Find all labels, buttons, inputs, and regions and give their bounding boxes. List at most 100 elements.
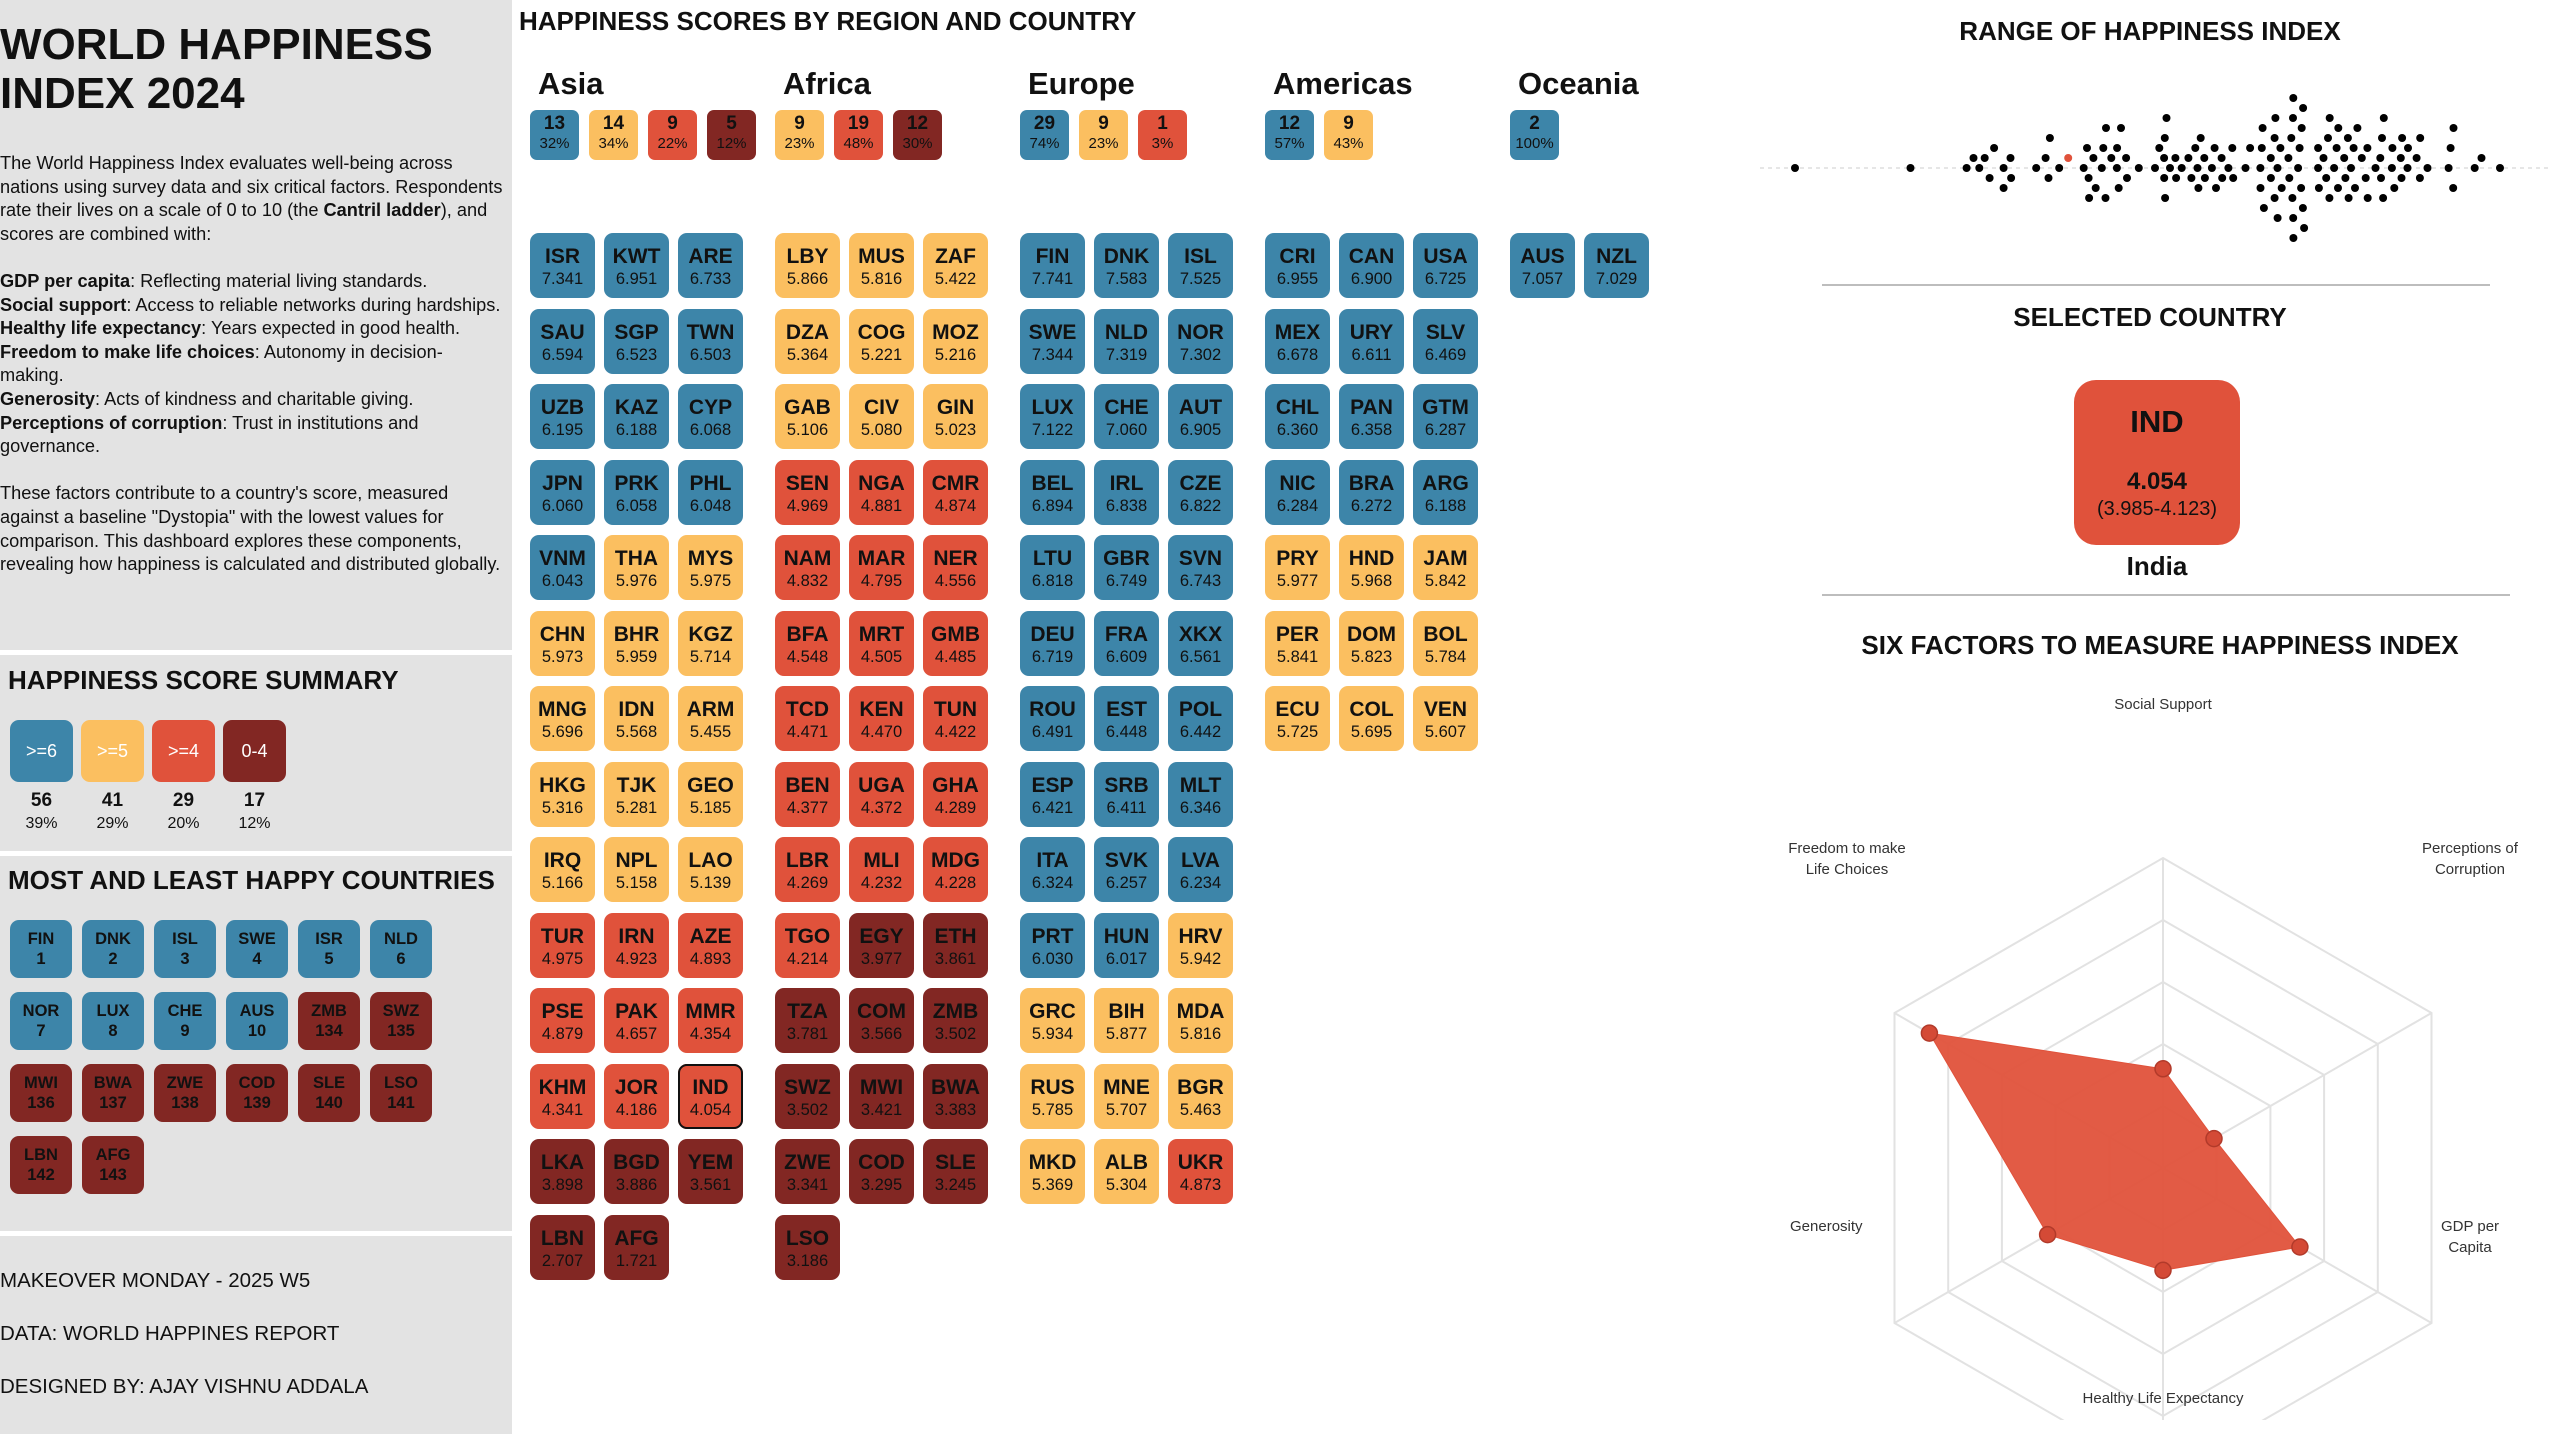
country-tile[interactable]: SLE 3.245	[923, 1139, 988, 1204]
rank-tile[interactable]: DNK 2	[82, 920, 144, 978]
region-badge[interactable]: 2 100%	[1510, 110, 1559, 160]
country-tile[interactable]: NPL 5.158	[604, 837, 669, 902]
country-tile[interactable]: GMB 4.485	[923, 610, 988, 676]
swarm-point[interactable]	[1969, 154, 1978, 162]
swarm-point[interactable]	[2256, 184, 2265, 192]
swarm-point[interactable]	[2353, 124, 2362, 132]
country-tile[interactable]: ISL 7.525	[1168, 233, 1233, 298]
swarm-point[interactable]	[2324, 134, 2332, 142]
country-tile[interactable]: KAZ 6.188	[604, 384, 669, 449]
country-tile[interactable]: JAM 5.842	[1413, 535, 1478, 600]
country-tile[interactable]: MWI 3.421	[849, 1063, 914, 1129]
swarm-point[interactable]	[2300, 224, 2309, 232]
swarm-point[interactable]	[2351, 184, 2359, 192]
country-tile[interactable]: LSO 3.186	[775, 1214, 840, 1280]
country-tile[interactable]: SRB 6.411	[1094, 761, 1159, 827]
swarm-point[interactable]	[2325, 194, 2334, 202]
swarm-point[interactable]	[2099, 144, 2108, 152]
country-tile[interactable]: CHE 7.060	[1094, 384, 1159, 449]
swarm-point[interactable]	[2044, 174, 2053, 182]
swarm-point[interactable]	[2258, 124, 2267, 132]
country-tile[interactable]: CRI 6.955	[1265, 233, 1330, 298]
region-badge[interactable]: 12 30%	[893, 110, 942, 160]
country-tile[interactable]: BHR 5.959	[604, 610, 669, 676]
country-tile[interactable]: IRL 6.838	[1094, 459, 1159, 525]
swarm-point[interactable]	[2229, 174, 2238, 182]
swarm-point[interactable]	[2444, 164, 2453, 172]
swarm-point[interactable]	[2287, 134, 2296, 142]
region-badge[interactable]: 9 23%	[1079, 110, 1128, 160]
country-tile[interactable]: TWN 6.503	[678, 308, 743, 374]
country-tile[interactable]: SWE 7.344	[1020, 308, 1085, 374]
country-tile[interactable]: COG 5.221	[849, 308, 914, 374]
region-badge[interactable]: 1 3%	[1138, 110, 1187, 160]
swarm-point[interactable]	[1975, 164, 1984, 172]
swarm-point[interactable]	[2151, 164, 2159, 172]
country-tile[interactable]: PRK 6.058	[604, 459, 669, 525]
swarm-point[interactable]	[2363, 194, 2372, 202]
country-tile[interactable]: FRA 6.609	[1094, 610, 1159, 676]
swarm-point[interactable]	[2322, 174, 2331, 182]
country-tile[interactable]: GRC 5.934	[1020, 988, 1085, 1053]
selected-country-card[interactable]: IND 4.054 (3.985-4.123)	[2074, 380, 2240, 545]
swarm-point[interactable]	[2412, 154, 2421, 162]
country-tile[interactable]: TGO 4.214	[775, 912, 840, 978]
country-tile[interactable]: PRY 5.977	[1265, 535, 1330, 600]
swarm-point[interactable]	[2134, 164, 2143, 172]
country-tile[interactable]: NOR 7.302	[1168, 308, 1233, 374]
country-tile[interactable]: GAB 5.106	[775, 384, 840, 449]
country-tile[interactable]: ARE 6.733	[678, 233, 743, 298]
region-badge[interactable]: 19 48%	[834, 110, 883, 160]
swarm-point[interactable]	[2112, 164, 2121, 172]
country-tile[interactable]: DEU 6.719	[1020, 610, 1085, 676]
country-tile[interactable]: DNK 7.583	[1094, 233, 1159, 298]
rank-tile[interactable]: BWA 137	[82, 1064, 144, 1122]
swarm-point[interactable]	[2085, 194, 2094, 202]
swarm-point[interactable]	[2496, 164, 2504, 172]
swarm-point[interactable]	[2349, 144, 2358, 152]
country-tile[interactable]: URY 6.611	[1339, 308, 1404, 374]
rank-tile[interactable]: NOR 7	[10, 992, 72, 1050]
swarm-point[interactable]	[2289, 94, 2298, 102]
rank-tile[interactable]: ZMB 134	[298, 992, 360, 1050]
swarm-point[interactable]	[2285, 174, 2294, 182]
region-badge[interactable]: 14 34%	[589, 110, 638, 160]
rank-tile[interactable]: SLE 140	[298, 1064, 360, 1122]
swarm-point[interactable]	[2083, 144, 2091, 152]
swarm-point[interactable]	[2376, 154, 2385, 162]
swarm-point[interactable]	[2271, 114, 2280, 122]
country-tile[interactable]: CHN 5.973	[530, 610, 595, 676]
swarm-point[interactable]	[2107, 154, 2116, 162]
swarm-point[interactable]	[2218, 174, 2227, 182]
swarm-point[interactable]	[2330, 164, 2339, 172]
country-tile[interactable]: THA 5.976	[604, 535, 669, 600]
swarm-point[interactable]	[2210, 144, 2219, 152]
swarm-point[interactable]	[2446, 144, 2455, 152]
swarm-point[interactable]	[2403, 164, 2412, 172]
country-tile[interactable]: CYP 6.068	[678, 384, 743, 449]
country-tile[interactable]: TUR 4.975	[530, 912, 595, 978]
region-badge[interactable]: 29 74%	[1020, 110, 1069, 160]
country-tile[interactable]: IRQ 5.166	[530, 837, 595, 902]
country-tile[interactable]: NGA 4.881	[849, 459, 914, 525]
country-tile[interactable]: GHA 4.289	[923, 761, 988, 827]
swarm-point[interactable]	[2172, 174, 2181, 182]
rank-tile[interactable]: SWE 4	[226, 920, 288, 978]
swarm-point[interactable]	[2228, 144, 2237, 152]
swarm-point[interactable]	[2288, 194, 2297, 202]
country-tile[interactable]: MRT 4.505	[849, 610, 914, 676]
region-badge[interactable]: 13 32%	[530, 110, 579, 160]
country-tile[interactable]: LAO 5.139	[678, 837, 743, 902]
country-tile[interactable]: MAR 4.795	[849, 535, 914, 600]
country-tile[interactable]: MLT 6.346	[1168, 761, 1233, 827]
country-tile[interactable]: HRV 5.942	[1168, 912, 1233, 978]
country-tile[interactable]: HND 5.968	[1339, 535, 1404, 600]
country-tile[interactable]: NLD 7.319	[1094, 308, 1159, 374]
rank-tile[interactable]: COD 139	[226, 1064, 288, 1122]
country-tile[interactable]: BEL 6.894	[1020, 459, 1085, 525]
swarm-point[interactable]	[2289, 114, 2297, 122]
region-badge[interactable]: 5 12%	[707, 110, 756, 160]
country-tile[interactable]: XKX 6.561	[1168, 610, 1233, 676]
swarm-point[interactable]	[2363, 144, 2372, 152]
country-tile[interactable]: GBR 6.749	[1094, 535, 1159, 600]
